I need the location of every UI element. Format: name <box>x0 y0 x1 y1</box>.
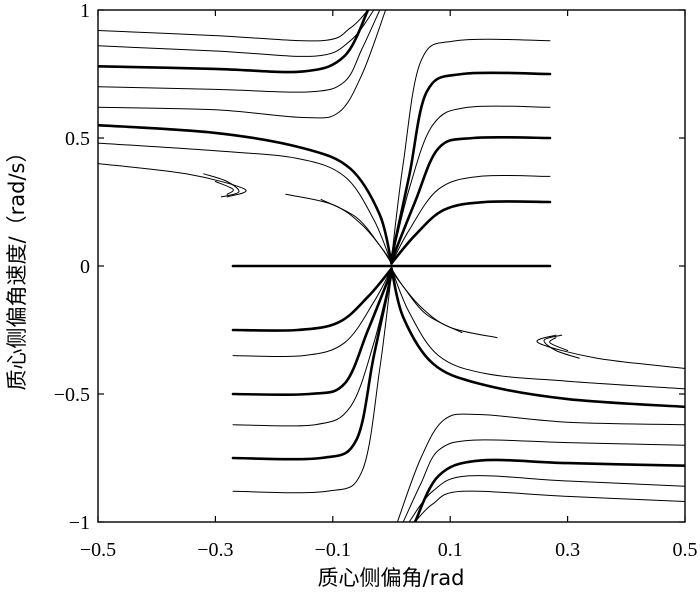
trajectory-line-12 <box>98 10 369 42</box>
trajectory-line-27 <box>402 439 685 522</box>
trajectory-line-6 <box>231 269 393 397</box>
trajectory-line-3 <box>390 135 552 263</box>
trajectory-line-4 <box>390 71 552 260</box>
x-axis-title: 质心侧偏角/rad <box>318 566 465 590</box>
trajectory-line-24 <box>391 38 551 259</box>
trajectory-line-28 <box>396 413 685 522</box>
trajectory-line-19 <box>214 181 234 195</box>
trajectory-line-7 <box>231 272 393 461</box>
x-tick-label: −0.1 <box>315 539 351 561</box>
trajectory-line-10 <box>413 458 685 522</box>
y-tick-label: 0.5 <box>65 128 90 150</box>
x-tick-label: −0.5 <box>80 539 116 561</box>
trajectory-line-11 <box>390 267 685 409</box>
trajectory-line-2 <box>390 200 552 265</box>
trajectory-line-17 <box>98 163 247 198</box>
trajectory-line-37 <box>232 273 392 494</box>
y-tick-label: −1 <box>69 512 90 534</box>
trajectory-line-20 <box>285 193 392 264</box>
y-axis-title: 质心侧偏角速度/（rad/s） <box>5 142 29 391</box>
trajectory-line-23 <box>391 105 551 262</box>
y-tick-label: 0 <box>80 256 90 278</box>
x-tick-label: 0.1 <box>438 539 463 561</box>
y-tick-label: 1 <box>80 0 90 22</box>
y-tick-label: −0.5 <box>54 384 90 406</box>
trajectory-line-32 <box>549 337 569 351</box>
trajectory-line-36 <box>232 270 392 427</box>
trajectory-line-25 <box>414 490 685 522</box>
trajectory-line-5 <box>231 267 393 332</box>
tick-layer: −0.5 −0.3 −0.1 0.1 0.3 0.5 −1 −0.5 0 0.5 1 <box>54 0 698 561</box>
trajectory-line-18 <box>203 173 240 198</box>
trajectory-line-22 <box>391 174 551 264</box>
trajectory-line-13 <box>98 10 375 57</box>
trajectory-line-30 <box>536 334 685 369</box>
x-tick-label: 0.5 <box>673 539 698 561</box>
trajectory-layer <box>98 10 685 522</box>
trajectory-line-33 <box>391 268 498 339</box>
trajectory-line-34 <box>391 268 463 334</box>
trajectory-line-8 <box>98 10 370 74</box>
trajectory-line-35 <box>232 268 392 358</box>
trajectory-line-21 <box>320 198 392 264</box>
trajectory-line-26 <box>408 475 685 522</box>
trajectory-line-9 <box>98 123 393 265</box>
trajectory-line-31 <box>543 334 580 359</box>
trajectory-line-14 <box>98 10 381 93</box>
x-tick-label: −0.3 <box>197 539 233 561</box>
x-tick-label: 0.3 <box>555 539 580 561</box>
trajectory-line-29 <box>391 268 685 390</box>
trajectory-line-16 <box>98 142 392 264</box>
trajectory-line-15 <box>98 10 387 119</box>
